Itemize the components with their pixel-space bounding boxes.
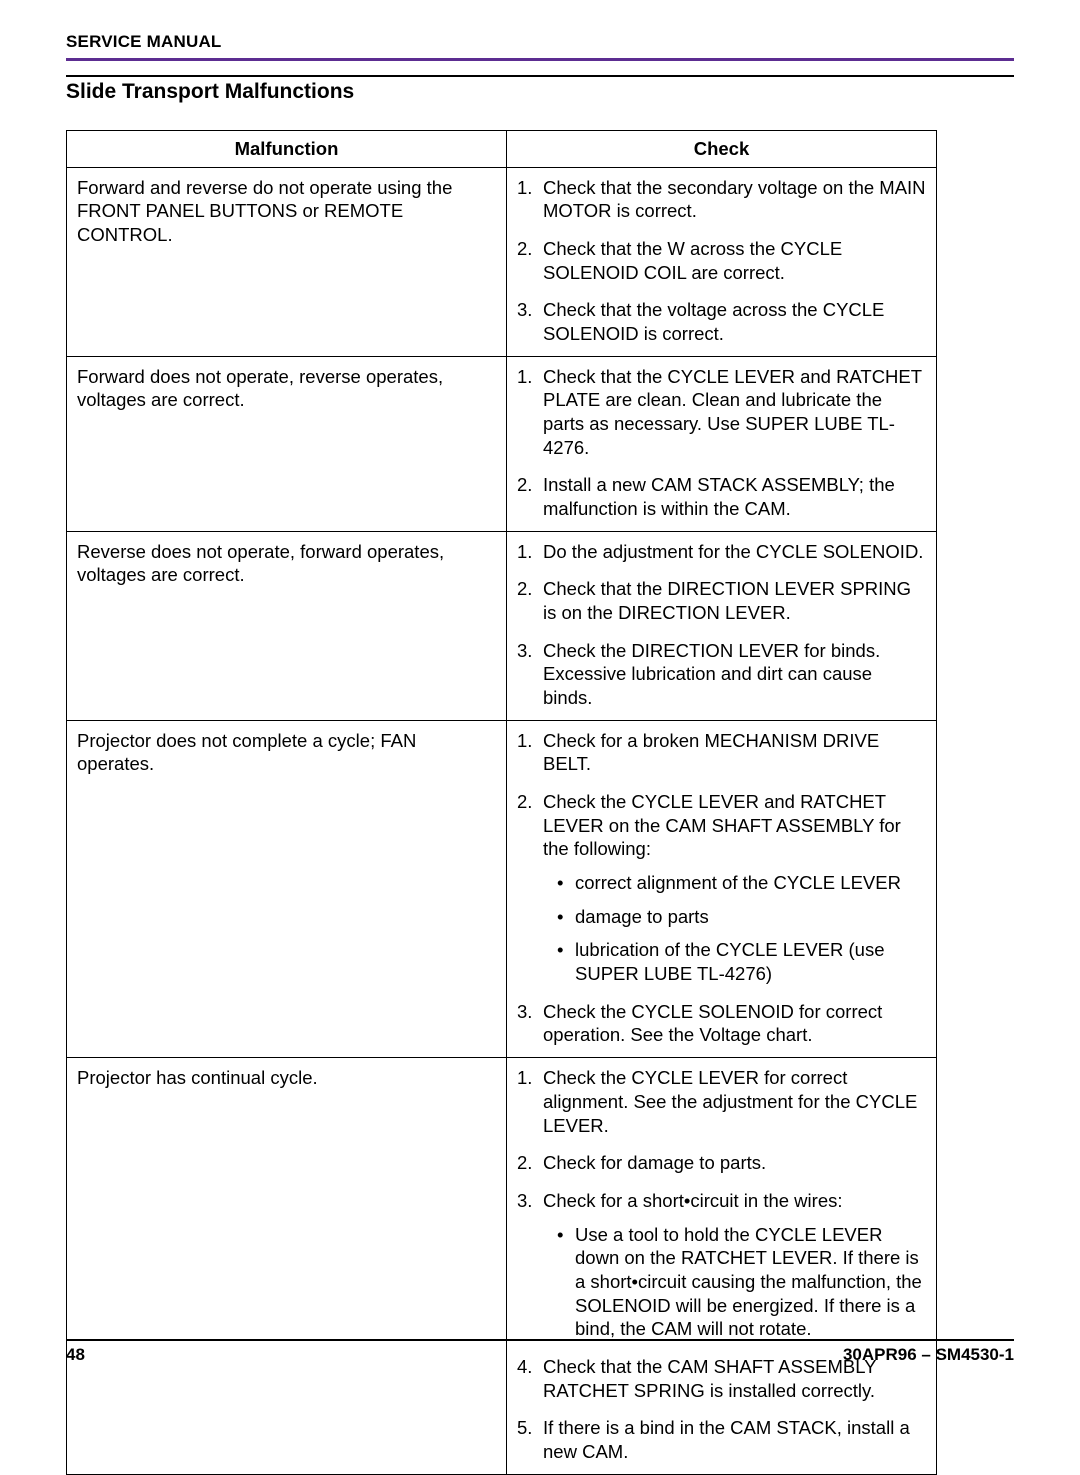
check-item-text: Check that the CYCLE LEVER and RATCHET P… [543, 366, 922, 458]
malfunction-cell: Projector does not complete a cycle; FAN… [67, 720, 507, 1057]
check-item: Check the CYCLE SOLENOID for correct ope… [517, 1000, 926, 1047]
check-item-text: Check that the secondary voltage on the … [543, 177, 926, 222]
col-header-malfunction: Malfunction [67, 131, 507, 168]
check-item: Check that the secondary voltage on the … [517, 176, 926, 223]
check-item-text: Do the adjustment for the CYCLE SOLENOID… [543, 541, 923, 562]
col-header-check: Check [507, 131, 937, 168]
check-sublist: correct alignment of the CYCLE LEVER dama… [543, 871, 926, 986]
check-item-text: Check that the W across the CYCLE SOLENO… [543, 238, 842, 283]
check-list: Check for a broken MECHANISM DRIVE BELT.… [517, 729, 926, 1047]
check-item: Check that the voltage across the CYCLE … [517, 298, 926, 345]
malfunction-table: Malfunction Check Forward and reverse do… [66, 130, 937, 1475]
check-list: Do the adjustment for the CYCLE SOLENOID… [517, 540, 926, 710]
check-item: Check that the CYCLE LEVER and RATCHET P… [517, 365, 926, 460]
check-item: Check that the W across the CYCLE SOLENO… [517, 237, 926, 284]
check-cell: Check for a broken MECHANISM DRIVE BELT.… [507, 720, 937, 1057]
check-subitem: Use a tool to hold the CYCLE LEVER down … [557, 1223, 926, 1341]
table-row: Projector has continual cycle. Check the … [67, 1058, 937, 1474]
check-subitem: damage to parts [557, 905, 926, 929]
check-item-text: Check that the voltage across the CYCLE … [543, 299, 884, 344]
check-item-text: Check for damage to parts. [543, 1152, 766, 1173]
table-row: Forward does not operate, reverse operat… [67, 356, 937, 531]
document-header: SERVICE MANUAL [66, 32, 1014, 52]
malfunction-cell: Forward and reverse do not operate using… [67, 167, 507, 356]
check-sublist: Use a tool to hold the CYCLE LEVER down … [543, 1223, 926, 1341]
check-list: Check that the secondary voltage on the … [517, 176, 926, 346]
footer-rule [66, 1339, 1014, 1341]
malfunction-cell: Reverse does not operate, forward operat… [67, 531, 507, 720]
table-row: Reverse does not operate, forward operat… [67, 531, 937, 720]
check-item: If there is a bind in the CAM STACK, ins… [517, 1416, 926, 1463]
check-item-text: Check the CYCLE LEVER and RATCHET LEVER … [543, 791, 901, 859]
page-footer: 48 30APR96 – SM4530-1 [66, 1339, 1014, 1365]
check-item-text: Check that the DIRECTION LEVER SPRING is… [543, 578, 911, 623]
table-row: Forward and reverse do not operate using… [67, 167, 937, 356]
check-item: Check for a broken MECHANISM DRIVE BELT. [517, 729, 926, 776]
malfunction-cell: Projector has continual cycle. [67, 1058, 507, 1474]
section-title: Slide Transport Malfunctions [66, 80, 1014, 104]
check-item: Do the adjustment for the CYCLE SOLENOID… [517, 540, 926, 564]
check-item-text: Check for a short•circuit in the wires: [543, 1190, 843, 1211]
table-header-row: Malfunction Check [67, 131, 937, 168]
check-cell: Check that the CYCLE LEVER and RATCHET P… [507, 356, 937, 531]
page-number: 48 [66, 1345, 85, 1365]
check-subitem: lubrication of the CYCLE LEVER (use SUPE… [557, 938, 926, 985]
check-item: Check the CYCLE LEVER for correct alignm… [517, 1066, 926, 1137]
check-item: Check that the DIRECTION LEVER SPRING is… [517, 577, 926, 624]
check-cell: Check that the secondary voltage on the … [507, 167, 937, 356]
check-item-text: Check for a broken MECHANISM DRIVE BELT. [543, 730, 879, 775]
check-item: Check for damage to parts. [517, 1151, 926, 1175]
accent-rule [66, 58, 1014, 61]
table-row: Projector does not complete a cycle; FAN… [67, 720, 937, 1057]
check-list: Check the CYCLE LEVER for correct alignm… [517, 1066, 926, 1463]
document-id: 30APR96 – SM4530-1 [843, 1345, 1014, 1365]
check-item: Check the CYCLE LEVER and RATCHET LEVER … [517, 790, 926, 986]
check-cell: Do the adjustment for the CYCLE SOLENOID… [507, 531, 937, 720]
check-item: Check for a short•circuit in the wires: U… [517, 1189, 926, 1341]
check-item: Install a new CAM STACK ASSEMBLY; the ma… [517, 473, 926, 520]
section-rule [66, 75, 1014, 77]
check-item-text: Check the CYCLE LEVER for correct alignm… [543, 1067, 917, 1135]
check-item-text: If there is a bind in the CAM STACK, ins… [543, 1417, 910, 1462]
check-item-text: Install a new CAM STACK ASSEMBLY; the ma… [543, 474, 895, 519]
check-item-text: Check the CYCLE SOLENOID for correct ope… [543, 1001, 882, 1046]
check-item-text: Check the DIRECTION LEVER for binds. Exc… [543, 640, 880, 708]
check-cell: Check the CYCLE LEVER for correct alignm… [507, 1058, 937, 1474]
check-list: Check that the CYCLE LEVER and RATCHET P… [517, 365, 926, 521]
malfunction-cell: Forward does not operate, reverse operat… [67, 356, 507, 531]
check-subitem: correct alignment of the CYCLE LEVER [557, 871, 926, 895]
check-item: Check the DIRECTION LEVER for binds. Exc… [517, 639, 926, 710]
